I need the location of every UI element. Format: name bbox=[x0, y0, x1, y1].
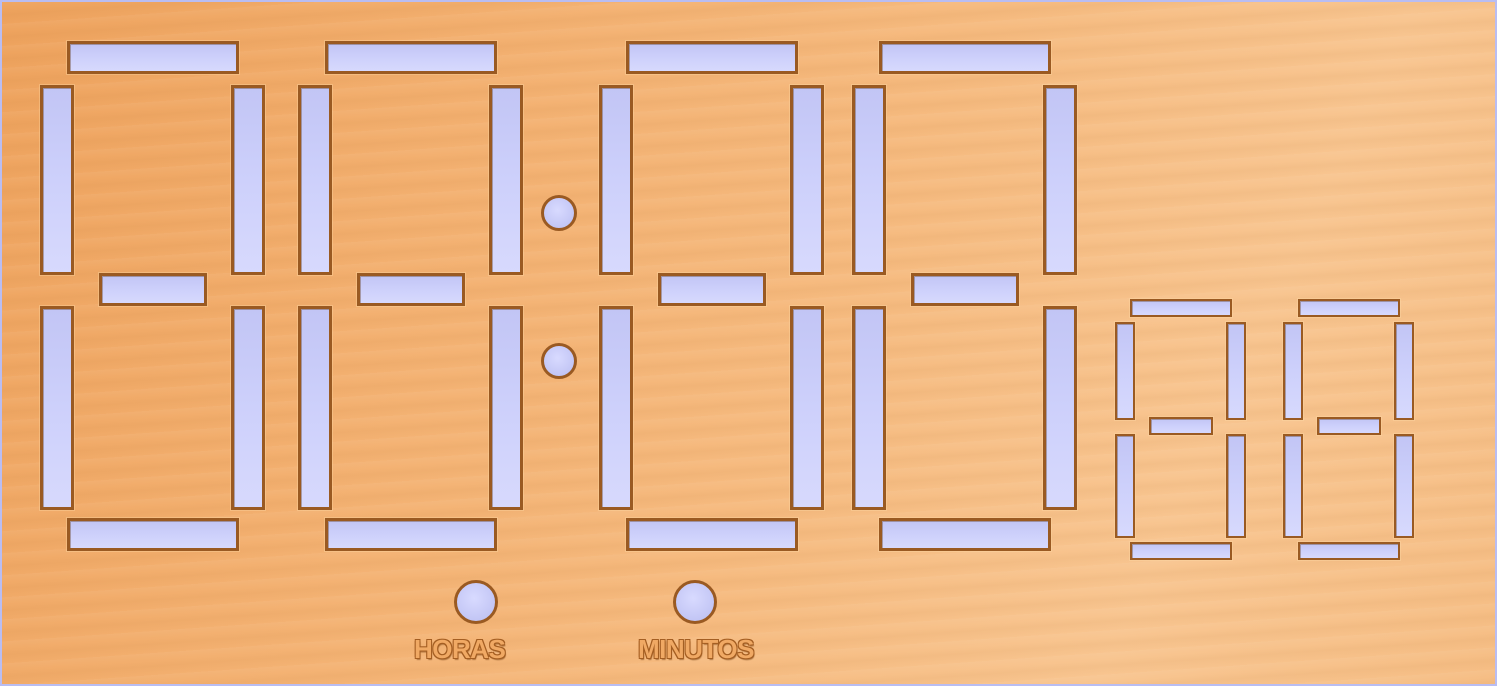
segment-lower-right bbox=[489, 306, 523, 510]
segment-upper-left bbox=[599, 85, 633, 275]
segment-top bbox=[67, 41, 239, 74]
segment-lower-left bbox=[599, 306, 633, 510]
segment-bottom bbox=[325, 518, 497, 551]
segment-middle bbox=[1149, 417, 1213, 435]
segment-top bbox=[879, 41, 1051, 74]
segment-bottom bbox=[67, 518, 239, 551]
segment-middle bbox=[658, 273, 766, 306]
segment-lower-left bbox=[1115, 434, 1135, 538]
colon-dot-upper bbox=[541, 195, 577, 231]
segment-upper-left bbox=[1115, 322, 1135, 420]
hours-button[interactable] bbox=[454, 580, 498, 624]
minutes-button-label: MINUTOS bbox=[638, 634, 754, 664]
segment-middle bbox=[357, 273, 465, 306]
segment-lower-right bbox=[790, 306, 824, 510]
hours-button-label: HORAS bbox=[414, 634, 506, 664]
segment-upper-left bbox=[852, 85, 886, 275]
segment-middle bbox=[99, 273, 207, 306]
segment-lower-left bbox=[852, 306, 886, 510]
segment-top bbox=[626, 41, 798, 74]
segment-bottom bbox=[1298, 542, 1400, 560]
segment-upper-left bbox=[1283, 322, 1303, 420]
segment-upper-right bbox=[790, 85, 824, 275]
segment-lower-right bbox=[1043, 306, 1077, 510]
segment-bottom bbox=[1130, 542, 1232, 560]
segment-lower-right bbox=[1394, 434, 1414, 538]
segment-bottom bbox=[626, 518, 798, 551]
segment-lower-left bbox=[1283, 434, 1303, 538]
colon-dot-lower bbox=[541, 343, 577, 379]
segment-upper-right bbox=[1043, 85, 1077, 275]
segment-upper-left bbox=[298, 85, 332, 275]
segment-lower-left bbox=[40, 306, 74, 510]
segment-upper-right bbox=[1394, 322, 1414, 420]
segment-middle bbox=[1317, 417, 1381, 435]
segment-lower-left bbox=[298, 306, 332, 510]
segment-upper-right bbox=[1226, 322, 1246, 420]
segment-upper-left bbox=[40, 85, 74, 275]
segment-top bbox=[325, 41, 497, 74]
segment-upper-right bbox=[231, 85, 265, 275]
segment-lower-right bbox=[231, 306, 265, 510]
segment-lower-right bbox=[1226, 434, 1246, 538]
segment-top bbox=[1298, 299, 1400, 317]
segment-middle bbox=[911, 273, 1019, 306]
minutes-button[interactable] bbox=[673, 580, 717, 624]
segment-upper-right bbox=[489, 85, 523, 275]
segment-bottom bbox=[879, 518, 1051, 551]
segment-top bbox=[1130, 299, 1232, 317]
